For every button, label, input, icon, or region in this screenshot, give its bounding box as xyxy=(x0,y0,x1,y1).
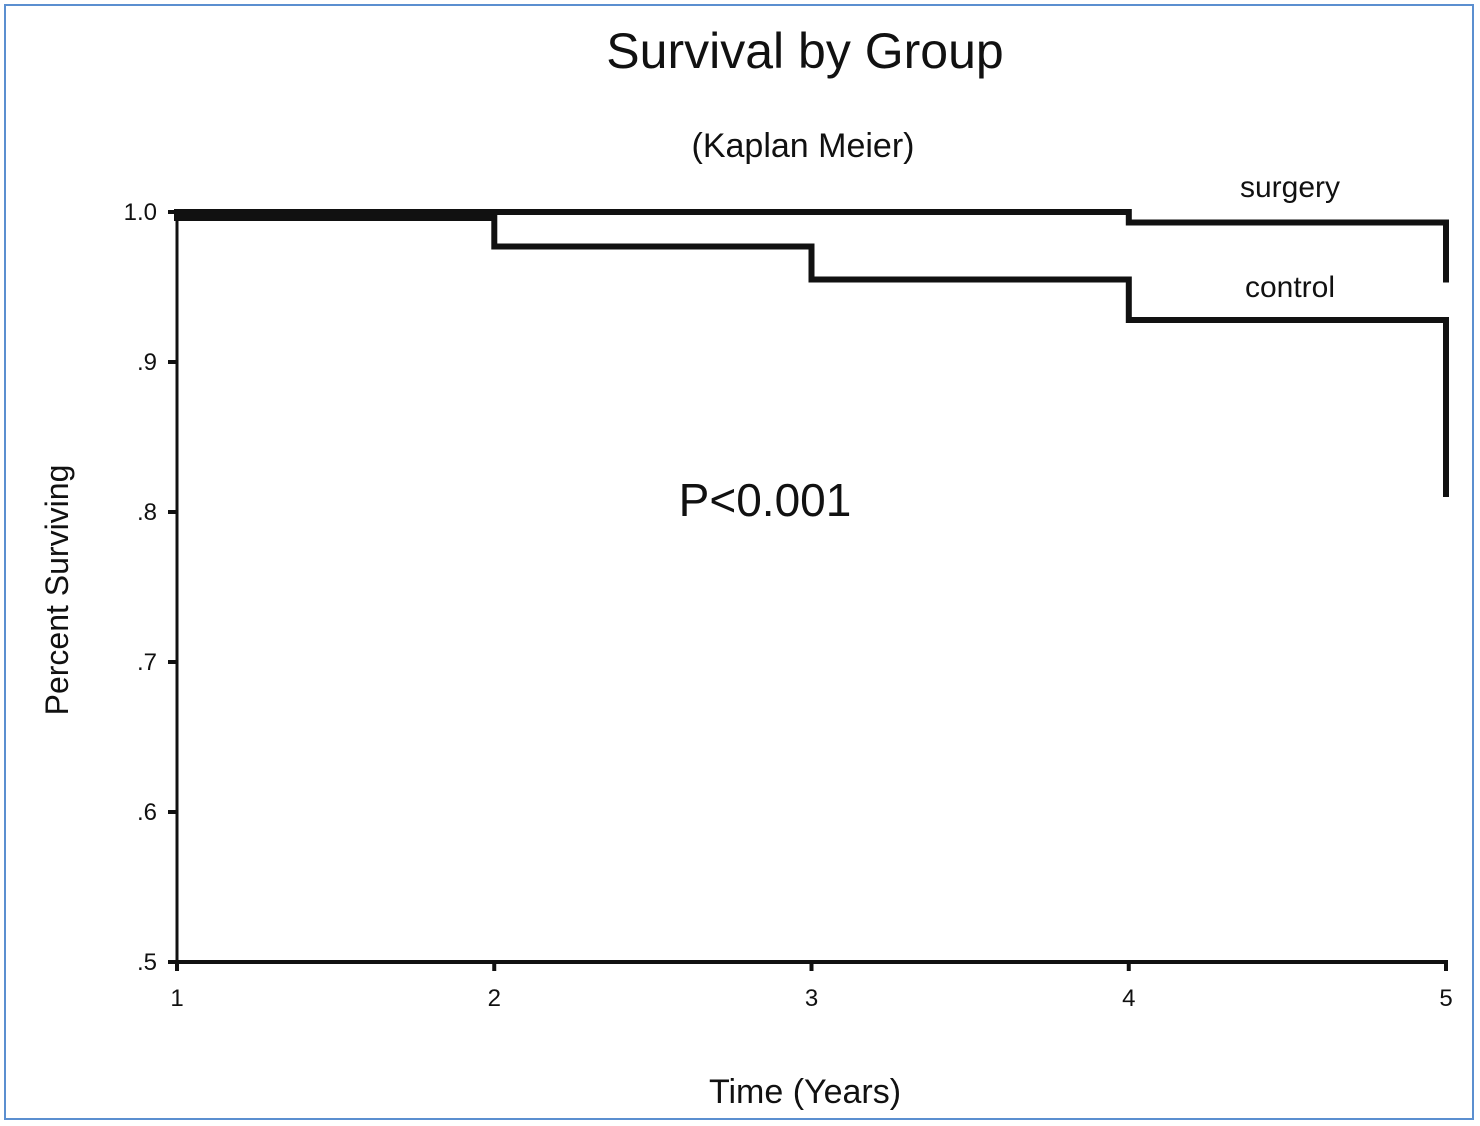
x-tick-label: 2 xyxy=(488,985,501,1012)
series-label-control: control xyxy=(1245,271,1335,304)
p-value-annotation: P<0.001 xyxy=(679,474,852,526)
series-label-surgery: surgery xyxy=(1240,171,1340,204)
y-tick-label: .7 xyxy=(137,649,157,676)
x-tick-label: 3 xyxy=(805,985,818,1012)
y-tick-label: .9 xyxy=(137,349,157,376)
chart-title: Survival by Group xyxy=(606,23,1003,79)
y-tick-label: 1.0 xyxy=(124,199,157,226)
chart-frame xyxy=(4,4,1474,1120)
y-tick-label: .5 xyxy=(137,949,157,976)
x-tick-label: 5 xyxy=(1439,985,1452,1012)
series-line-surgery xyxy=(174,209,1449,283)
chart-subtitle: (Kaplan Meier) xyxy=(692,127,915,165)
y-tick-label: .8 xyxy=(137,499,157,526)
x-tick-label: 4 xyxy=(1122,985,1135,1012)
y-tick-label: .6 xyxy=(137,799,157,826)
y-axis-label: Percent Surviving xyxy=(39,465,75,716)
x-axis-label: Time (Years) xyxy=(709,1073,901,1111)
x-tick-label: 1 xyxy=(170,985,183,1012)
series-line-control xyxy=(174,215,1449,497)
